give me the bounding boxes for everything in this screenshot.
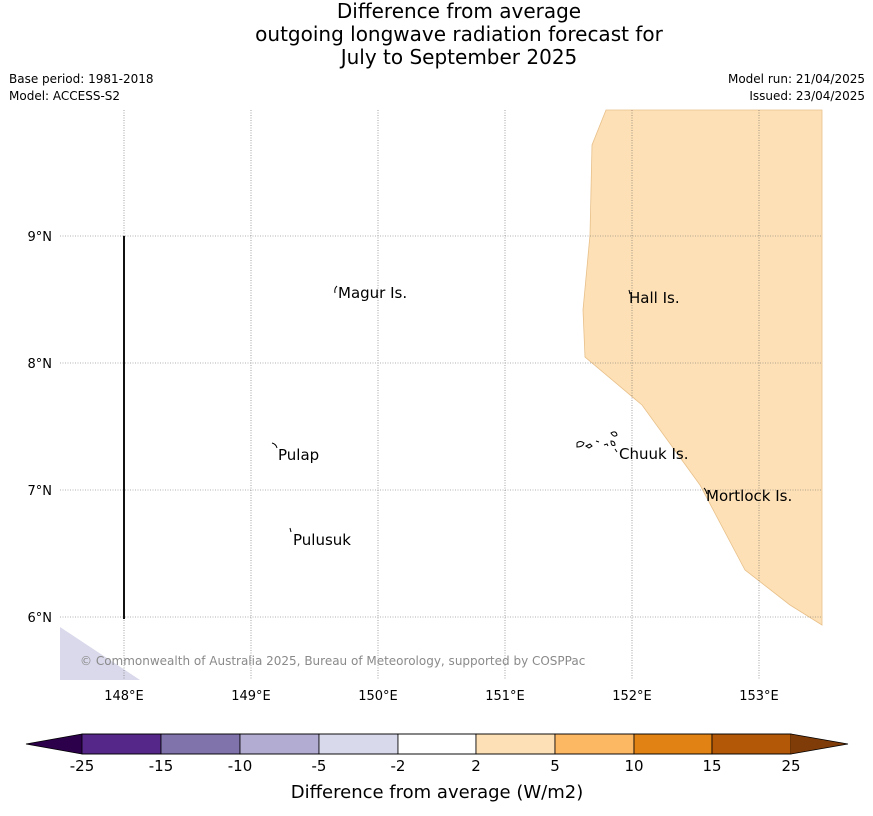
colorbar-segment-9 bbox=[711, 733, 792, 755]
meta-left: Base period: 1981-2018 Model: ACCESS-S2 bbox=[9, 71, 154, 105]
lon-label-149: 149°E bbox=[231, 689, 271, 704]
positive-anomaly-region bbox=[582, 109, 823, 626]
model-run: Model run: 21/04/2025 bbox=[727, 72, 865, 86]
lon-label-153: 153°E bbox=[739, 689, 779, 704]
colorbar-label: Difference from average (W/m2) bbox=[291, 782, 583, 803]
place-pulusuk: Pulusuk bbox=[293, 531, 351, 549]
colorbar-over-extension bbox=[791, 734, 848, 754]
colorbar-tick-6: 2 bbox=[471, 757, 481, 775]
colorbar-tick-1: -25 bbox=[70, 757, 95, 775]
colorbar-segment-2 bbox=[160, 733, 241, 755]
island-chuuk-3 bbox=[595, 440, 600, 443]
colorbar-tick-9: 15 bbox=[702, 757, 721, 775]
colorbar-outline bbox=[25, 733, 849, 755]
chart-title: Difference from average outgoing longwav… bbox=[0, 0, 873, 69]
colorbar-segment-1 bbox=[81, 733, 162, 755]
island-pulusuk bbox=[289, 527, 292, 533]
colorbar-tick-2: -15 bbox=[149, 757, 174, 775]
island-chuuk-2 bbox=[585, 443, 593, 449]
place-pulap: Pulap bbox=[278, 446, 319, 464]
colorbar-segment-7 bbox=[554, 733, 635, 755]
colorbar-tick-7: 5 bbox=[550, 757, 560, 775]
title-line-2: outgoing longwave radiation forecast for bbox=[255, 22, 663, 46]
island-chuuk-4 bbox=[603, 443, 609, 447]
colorbar: -25 -15 -10 -5 -2 2 5 10 15 25 Differenc… bbox=[25, 733, 849, 803]
colorbar-under-extension bbox=[26, 734, 82, 754]
island-chuuk-5 bbox=[610, 431, 618, 437]
lat-label-8: 8°N bbox=[28, 357, 53, 372]
island-pulap bbox=[271, 442, 278, 449]
meta-right: Model run: 21/04/2025 Issued: 23/04/2025 bbox=[728, 71, 865, 105]
island-chuuk-1 bbox=[576, 441, 585, 448]
colorbar-segment-6 bbox=[475, 733, 556, 755]
lat-label-9: 9°N bbox=[28, 230, 53, 245]
colorbar-segment-3 bbox=[239, 733, 320, 755]
title-line-1: Difference from average bbox=[336, 0, 582, 23]
island-chuuk-6 bbox=[610, 440, 616, 446]
lat-label-7: 7°N bbox=[28, 484, 53, 499]
colorbar-tick-10: 25 bbox=[781, 757, 800, 775]
lon-label-148: 148°E bbox=[104, 689, 144, 704]
base-period: Base period: 1981-2018 bbox=[9, 72, 154, 86]
lon-label-150: 150°E bbox=[358, 689, 398, 704]
negative-anomaly-region bbox=[60, 627, 140, 680]
lat-label-6: 6°N bbox=[28, 611, 53, 626]
island-magur bbox=[334, 285, 338, 294]
colorbar-segment-5 bbox=[397, 733, 477, 755]
colorbar-segment-8 bbox=[633, 733, 713, 755]
model-name: Model: ACCESS-S2 bbox=[9, 89, 121, 103]
island-hall bbox=[628, 289, 631, 295]
title-line-3: July to September 2025 bbox=[340, 45, 578, 69]
place-hall: Hall Is. bbox=[629, 289, 680, 307]
island-outlines bbox=[271, 285, 708, 533]
place-chuuk: Chuuk Is. bbox=[619, 445, 688, 463]
colorbar-segment-4 bbox=[318, 733, 399, 755]
colorbar-tick-8: 10 bbox=[624, 757, 643, 775]
island-chuuk-7 bbox=[614, 448, 618, 453]
island-mortlock bbox=[703, 487, 708, 495]
place-mortlock: Mortlock Is. bbox=[706, 487, 792, 505]
colorbar-tick-3: -10 bbox=[228, 757, 253, 775]
copyright-notice: © Commonwealth of Australia 2025, Bureau… bbox=[80, 654, 585, 668]
colorbar-tick-5: -2 bbox=[391, 757, 406, 775]
colorbar-tick-4: -5 bbox=[312, 757, 327, 775]
lon-label-151: 151°E bbox=[485, 689, 525, 704]
lon-label-152: 152°E bbox=[612, 689, 652, 704]
issued-date: Issued: 23/04/2025 bbox=[749, 89, 865, 103]
place-magur: Magur Is. bbox=[338, 284, 407, 302]
map-area: 9°N 8°N 7°N 6°N 148°E 149°E 150°E 151°E … bbox=[28, 109, 823, 704]
